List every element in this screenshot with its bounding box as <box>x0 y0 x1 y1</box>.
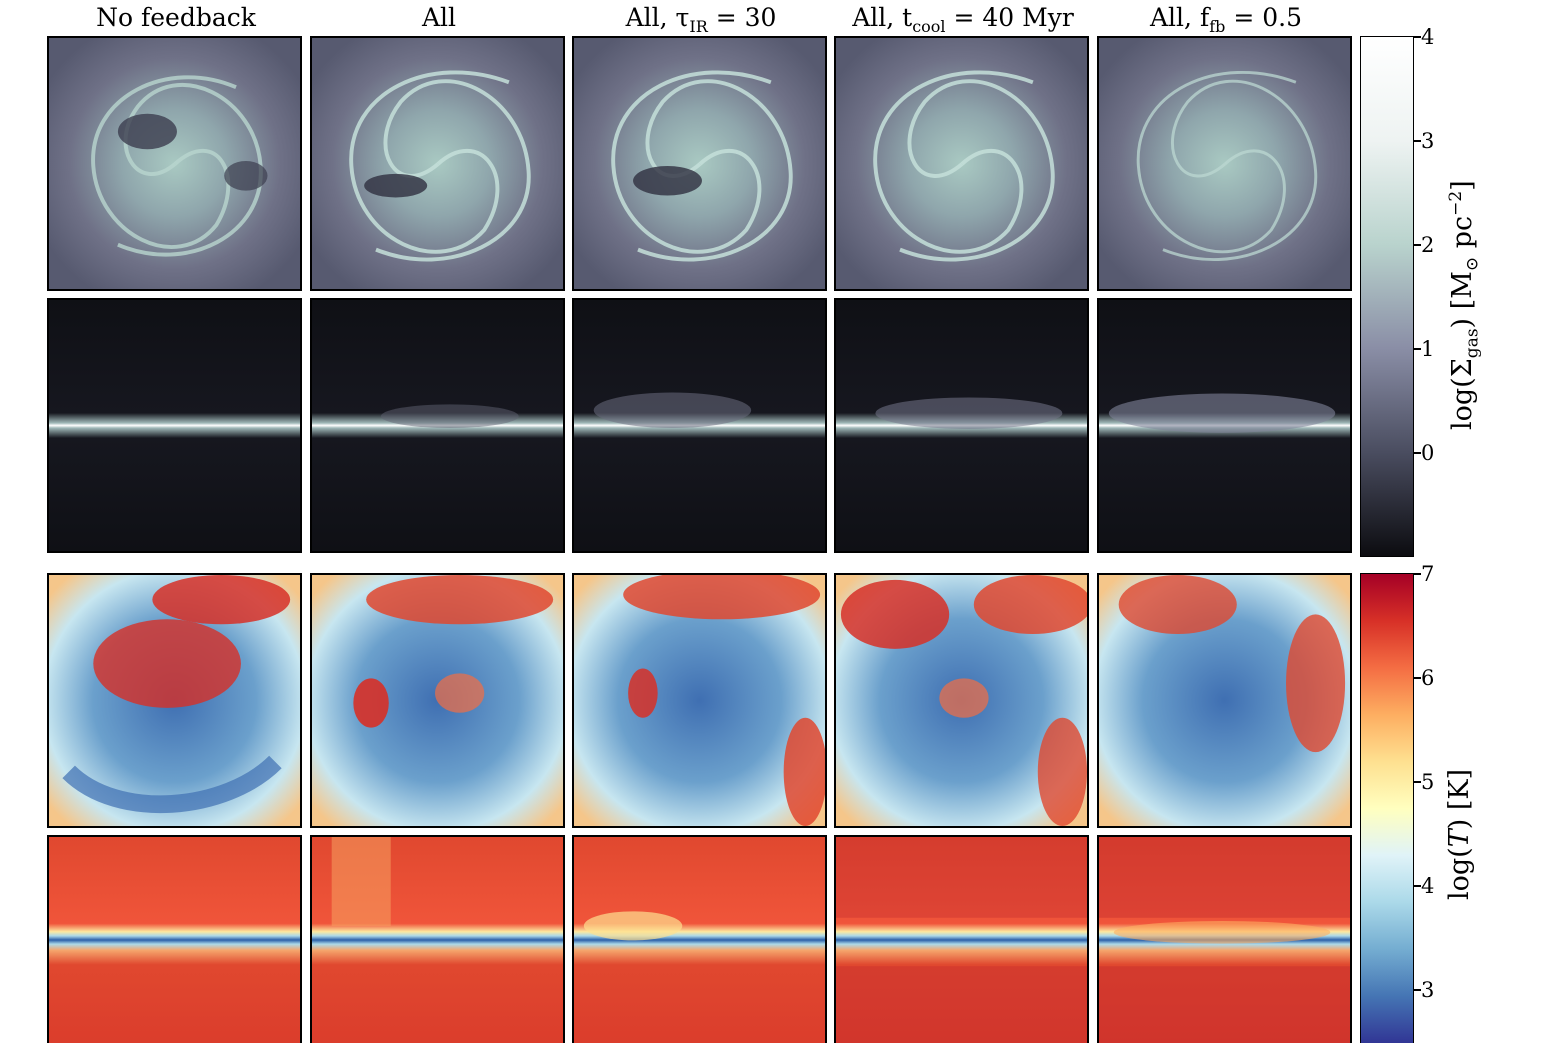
density-tick-1 <box>1413 348 1421 350</box>
temperature-colorbar <box>1360 573 1414 1043</box>
gas-face-on-panel-tcool <box>834 36 1089 291</box>
column-title-no-feedback: No feedback <box>96 3 256 32</box>
temperature-face-on-panel-ffb <box>1097 573 1352 828</box>
temperature-tick-label-5: 5 <box>1421 770 1435 794</box>
temperature-tick-5 <box>1413 781 1421 783</box>
density-tick-label-0: 0 <box>1421 441 1435 465</box>
temperature-edge-on-panel-ffb <box>1097 835 1352 1043</box>
temperature-colorbar-label: log(T) [K] <box>1444 768 1475 900</box>
temperature-tick-3 <box>1413 989 1421 991</box>
density-tick-0 <box>1413 452 1421 454</box>
density-tick-4 <box>1413 36 1421 38</box>
density-tick-label-1: 1 <box>1421 337 1435 361</box>
density-colorbar-label: log(Σgas) [M⊙ pc−2] <box>1446 180 1483 430</box>
density-tick-label-2: 2 <box>1421 233 1435 257</box>
temperature-face-on-panel-no-feedback <box>47 573 302 828</box>
temperature-tick-label-7: 7 <box>1421 562 1435 586</box>
gas-face-on-panel-all <box>310 36 565 291</box>
density-tick-2 <box>1413 244 1421 246</box>
column-title-all-tau-ir: All, τIR = 30 <box>625 3 777 36</box>
gas-face-on-panel-ffb <box>1097 36 1352 291</box>
temperature-tick-label-3: 3 <box>1421 978 1435 1002</box>
column-title-all: All <box>421 3 457 32</box>
column-title-all-ffb: All, ffb = 0.5 <box>1150 3 1302 36</box>
temperature-edge-on-panel-tau-ir <box>572 835 827 1043</box>
temperature-tick-6 <box>1413 677 1421 679</box>
gas-edge-on-panel-tcool <box>834 298 1089 553</box>
column-title-all-tcool: All, tcool = 40 Myr <box>852 3 1074 36</box>
temperature-tick-4 <box>1413 885 1421 887</box>
gas-face-on-panel-tau-ir <box>572 36 827 291</box>
temperature-face-on-panel-tcool <box>834 573 1089 828</box>
gas-edge-on-panel-ffb <box>1097 298 1352 553</box>
temperature-edge-on-panel-all <box>310 835 565 1043</box>
gas-face-on-panel-no-feedback <box>47 36 302 291</box>
temperature-face-on-panel-tau-ir <box>572 573 827 828</box>
density-colorbar <box>1360 36 1414 557</box>
density-tick-label-3: 3 <box>1421 129 1435 153</box>
gas-edge-on-panel-all <box>310 298 565 553</box>
gas-edge-on-panel-no-feedback <box>47 298 302 553</box>
density-tick-label-4: 4 <box>1421 25 1435 49</box>
density-tick-3 <box>1413 140 1421 142</box>
gas-edge-on-panel-tau-ir <box>572 298 827 553</box>
temperature-tick-7 <box>1413 573 1421 575</box>
temperature-tick-label-4: 4 <box>1421 874 1435 898</box>
temperature-edge-on-panel-no-feedback <box>47 835 302 1043</box>
temperature-face-on-panel-all <box>310 573 565 828</box>
temperature-edge-on-panel-tcool <box>834 835 1089 1043</box>
temperature-tick-label-6: 6 <box>1421 666 1435 690</box>
